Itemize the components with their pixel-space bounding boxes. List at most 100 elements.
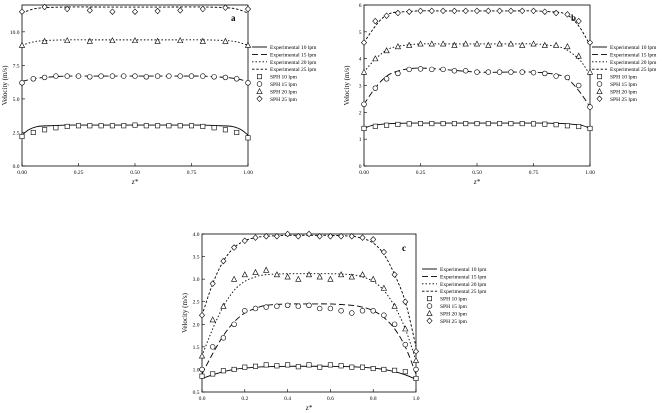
chart-panel-b: 0.00 0.25 0.50 0.75 1.00 0 1 2 3 4 5 6 z* Velocity (m… <box>343 3 657 186</box>
y-tick-label: 2 <box>359 110 362 116</box>
data-point-sph-25-lpm <box>370 236 377 243</box>
data-point-sph-15-lpm <box>143 74 150 80</box>
x-tick-label: 0.4 <box>284 396 291 402</box>
y-tick-label: 3 <box>359 84 362 90</box>
data-point-sph-20-lpm <box>541 41 548 48</box>
data-point-sph-10-lpm <box>42 127 48 133</box>
data-point-sph-20-lpm <box>273 271 280 278</box>
data-point-sph-10-lpm <box>361 125 367 131</box>
legend-label-sph-15-lpm: SPH 15 lpm <box>440 304 468 310</box>
series-markers-sph-15-lpm <box>199 302 419 373</box>
data-point-sph-20-lpm <box>406 41 413 48</box>
data-point-sph-10-lpm <box>474 121 480 127</box>
data-point-sph-25-lpm <box>231 244 238 251</box>
data-point-sph-20-lpm <box>86 37 93 44</box>
data-point-sph-25-lpm <box>564 11 571 18</box>
legend-label-sph-15-lpm: SPH 15 lpm <box>270 82 298 88</box>
data-point-sph-10-lpm <box>384 122 390 128</box>
data-point-sph-25-lpm <box>380 248 387 256</box>
data-point-sph-20-lpm <box>359 271 366 278</box>
chart-panel-c: 0.0 0.2 0.4 0.6 0.8 1.0 0.5 1.0 1.5 2.0 2.5 3.0 3.5 4… <box>181 230 487 412</box>
data-point-sph-20-lpm <box>402 325 409 332</box>
data-point-sph-15-lpm <box>188 73 195 79</box>
series-markers-sph-15-lpm <box>19 73 251 86</box>
data-point-sph-20-lpm <box>295 275 302 282</box>
data-point-sph-20-lpm <box>154 37 161 44</box>
data-point-sph-25-lpm <box>575 17 582 25</box>
data-point-sph-25-lpm <box>263 233 270 240</box>
series-markers-sph-15-lpm <box>361 66 593 110</box>
data-point-sph-10-lpm <box>109 123 115 129</box>
data-point-sph-15-lpm <box>284 302 291 309</box>
data-point-sph-15-lpm <box>587 104 593 110</box>
data-point-sph-20-lpm <box>394 43 401 50</box>
data-point-sph-15-lpm <box>199 366 205 373</box>
legend-label-sph-20-lpm: SPH 20 lpm <box>270 89 298 95</box>
data-point-sph-10-lpm <box>220 368 226 374</box>
data-point-sph-20-lpm <box>462 40 469 47</box>
data-point-sph-10-lpm <box>245 135 251 141</box>
y-tick-label: 4 <box>359 57 362 63</box>
legend-swatch-sph-25-lpm <box>256 95 263 103</box>
data-point-sph-25-lpm <box>295 233 302 240</box>
data-point-sph-25-lpm <box>417 7 424 15</box>
data-point-sph-20-lpm <box>231 275 238 282</box>
data-point-sph-15-lpm <box>252 305 259 312</box>
data-point-sph-20-lpm <box>209 316 216 323</box>
data-point-sph-15-lpm <box>413 366 419 373</box>
data-point-sph-10-lpm <box>530 121 536 127</box>
data-point-sph-20-lpm <box>370 275 377 282</box>
data-point-sph-15-lpm <box>349 310 355 316</box>
data-point-sph-25-lpm <box>359 234 366 241</box>
legend-label-sph-25-lpm: SPH 25 lpm <box>270 97 298 103</box>
data-point-sph-15-lpm <box>242 308 248 314</box>
data-point-sph-15-lpm <box>463 68 469 74</box>
series-markers-sph-20-lpm <box>360 40 594 75</box>
data-point-sph-10-lpm <box>30 129 36 135</box>
data-point-sph-10-lpm <box>87 123 93 129</box>
data-point-sph-15-lpm <box>327 305 334 312</box>
x-tick-label: 0.00 <box>17 170 27 176</box>
legend-label-experimental-25-lpm: Experimental 25 lpm <box>270 67 317 73</box>
data-point-sph-10-lpm <box>200 123 206 129</box>
data-point-sph-25-lpm <box>485 7 492 15</box>
data-point-sph-15-lpm <box>166 73 172 79</box>
data-point-sph-10-lpm <box>222 127 228 133</box>
data-point-sph-20-lpm <box>241 271 248 278</box>
data-point-sph-10-lpm <box>392 367 398 373</box>
data-point-sph-15-lpm <box>222 74 229 81</box>
y-tick-label: 2.5 <box>193 300 200 306</box>
data-point-sph-15-lpm <box>132 73 138 79</box>
data-point-sph-15-lpm <box>210 344 216 350</box>
data-point-sph-25-lpm <box>86 7 93 14</box>
y-tick-label: 0.0 <box>13 164 20 170</box>
data-point-sph-15-lpm <box>338 308 344 314</box>
legend-swatch-sph-10-lpm <box>426 296 432 302</box>
plot-frame <box>363 4 591 167</box>
x-tick-label: 1.00 <box>585 170 595 176</box>
data-point-sph-10-lpm <box>395 121 401 127</box>
data-point-sph-10-lpm <box>553 122 559 128</box>
data-point-sph-20-lpm <box>222 37 229 44</box>
data-point-sph-10-lpm <box>372 123 378 129</box>
data-point-sph-20-lpm <box>564 43 571 50</box>
data-point-sph-20-lpm <box>131 37 139 44</box>
data-point-sph-20-lpm <box>198 352 206 359</box>
data-point-sph-25-lpm <box>462 7 469 15</box>
legend-label-sph-10-lpm: SPH 10 lpm <box>270 75 298 81</box>
data-point-sph-10-lpm <box>166 123 172 129</box>
data-point-sph-20-lpm <box>391 302 398 309</box>
data-point-sph-15-lpm <box>372 85 378 91</box>
y-tick-label: 6 <box>359 3 362 9</box>
data-point-sph-15-lpm <box>87 74 93 80</box>
data-point-sph-10-lpm <box>253 363 259 369</box>
data-point-sph-10-lpm <box>338 363 344 369</box>
data-point-sph-25-lpm <box>198 312 206 319</box>
data-point-sph-25-lpm <box>507 7 514 15</box>
data-point-sph-10-lpm <box>576 124 582 130</box>
data-point-sph-25-lpm <box>131 8 139 15</box>
data-point-sph-10-lpm <box>199 373 205 379</box>
data-point-sph-15-lpm <box>381 312 387 318</box>
